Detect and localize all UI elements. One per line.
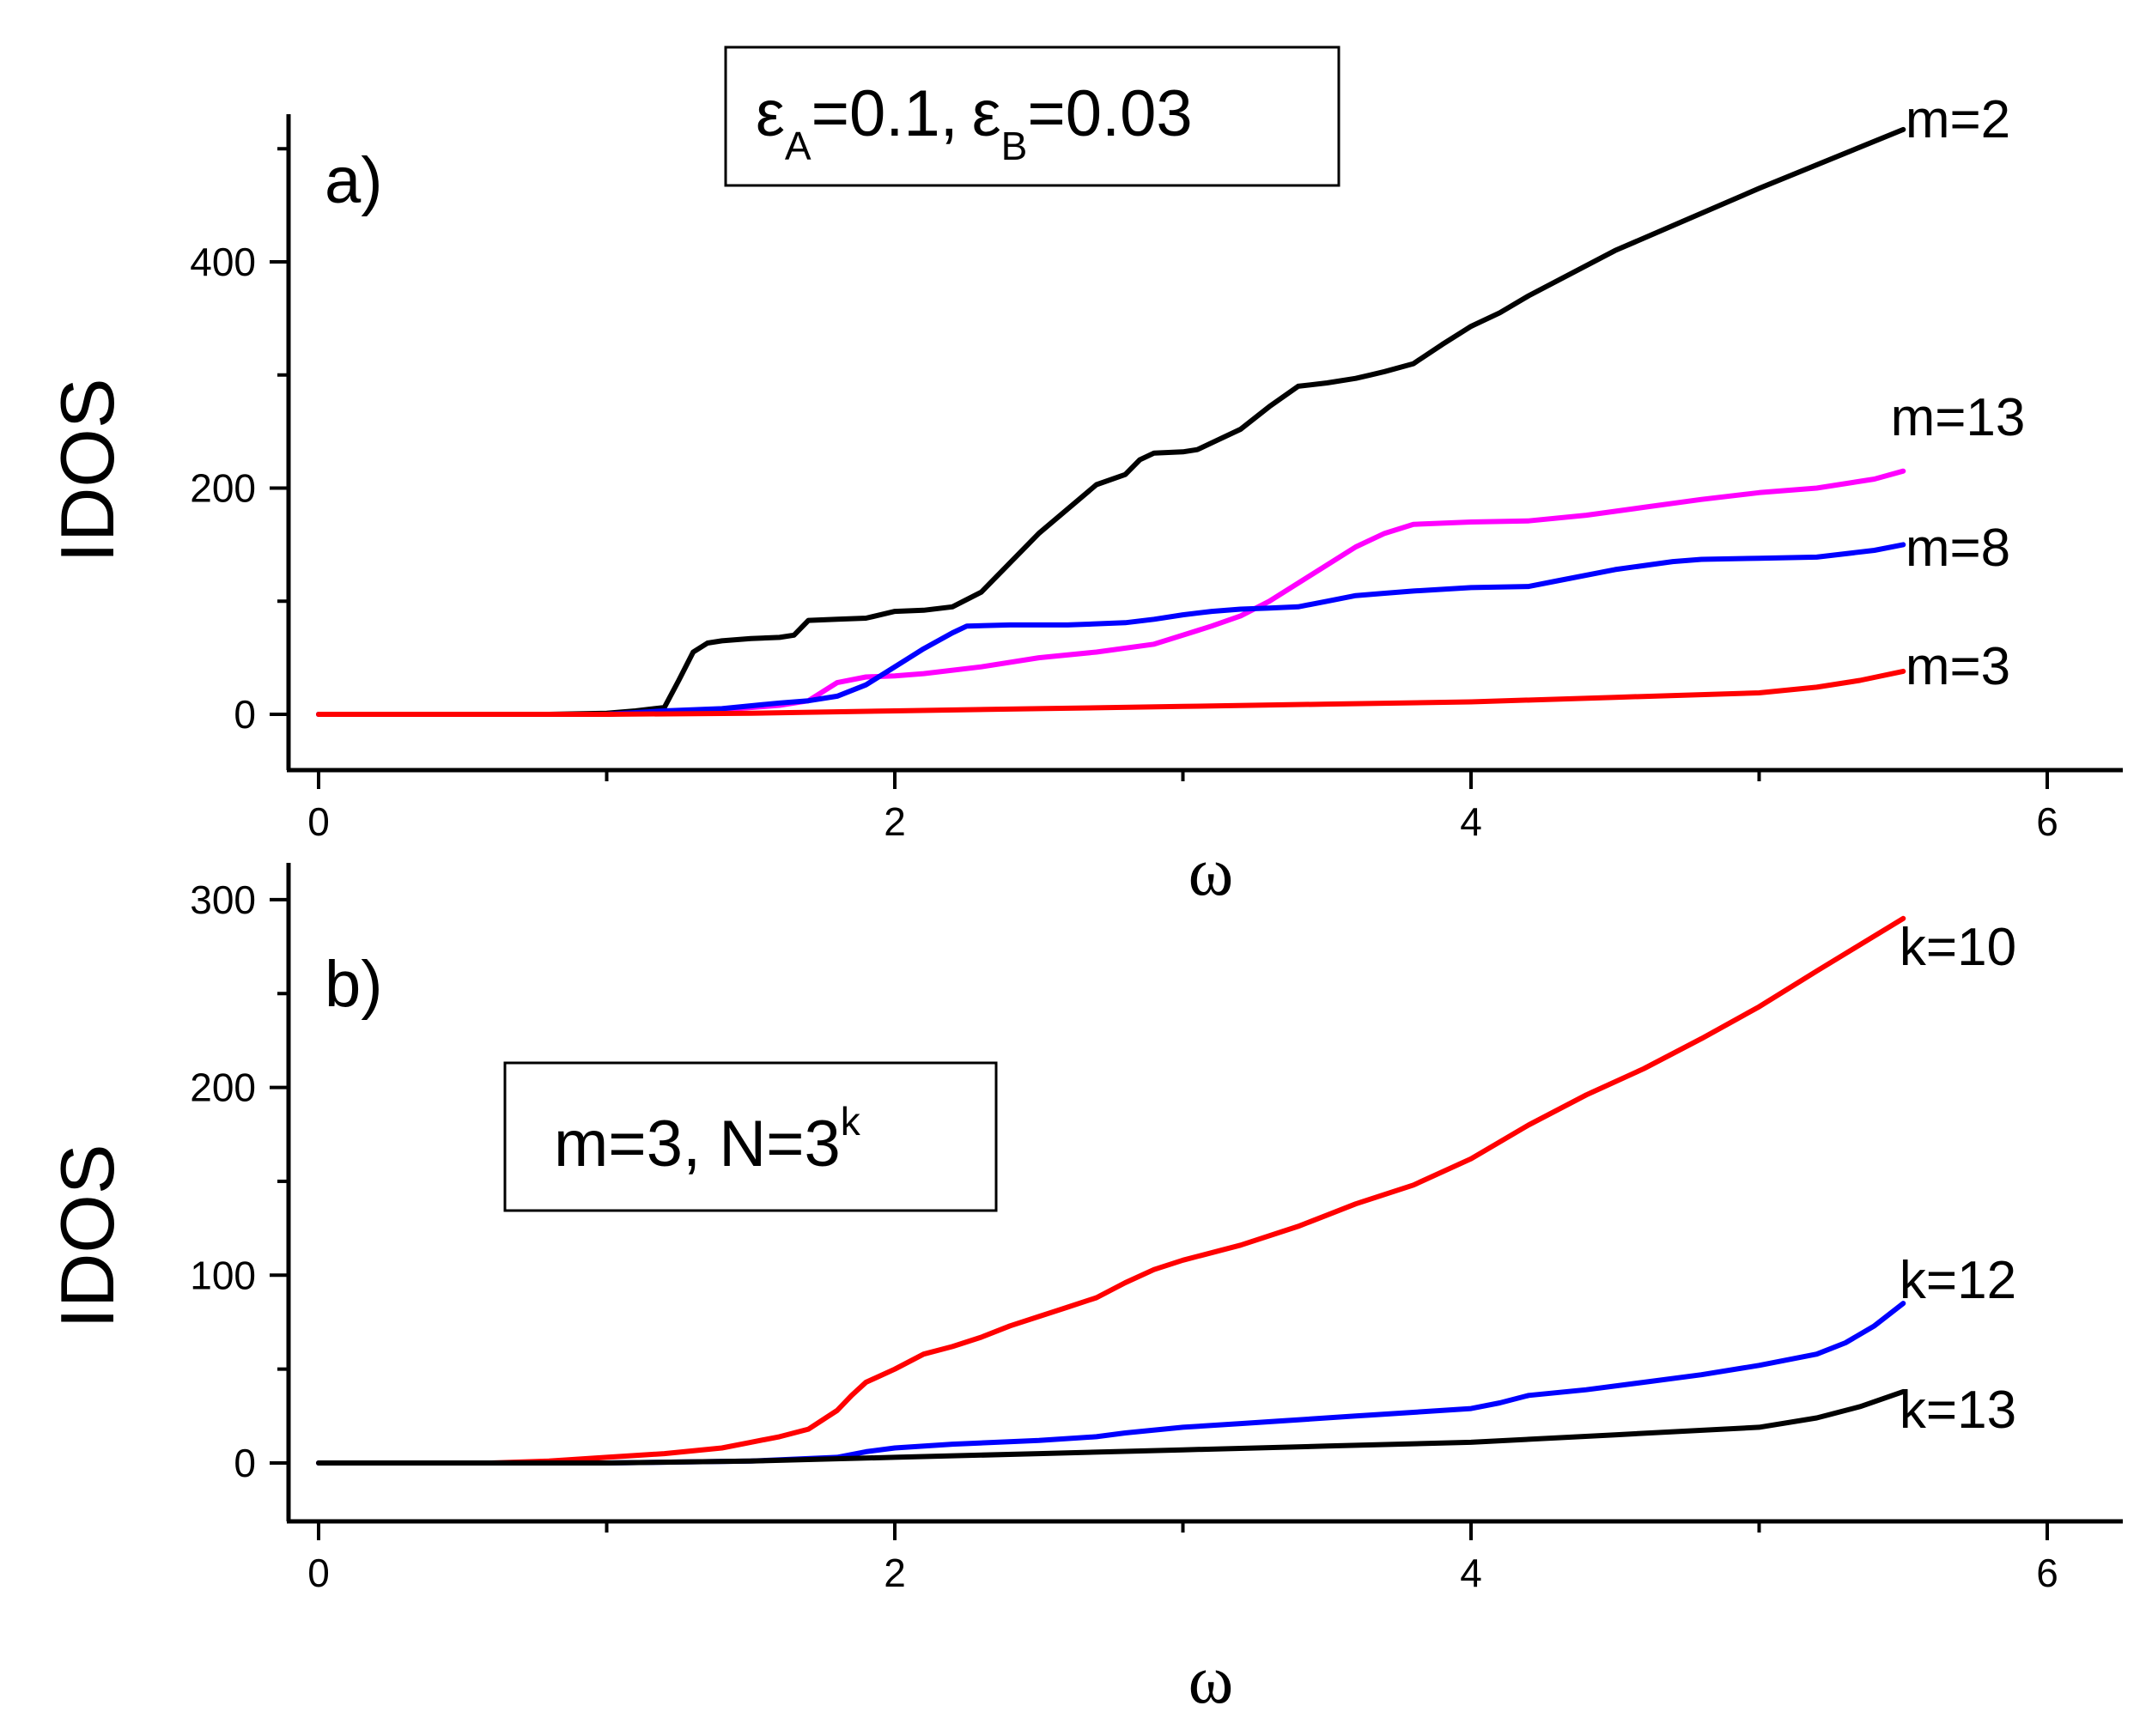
series-label-k10: k=10 [1900,918,2016,977]
series-label-m13: m=13 [1891,388,2026,447]
y-tick-label-0: 0 [234,1441,256,1485]
panel-a-ticks: 0 2 4 6 0 200 400 [190,147,2058,844]
series-label-k12: k=12 [1900,1251,2016,1310]
series-label-m2: m=2 [1906,90,2010,149]
panel-a-ylabel: IDOS [45,378,130,562]
series-line-m3 [316,668,1906,717]
y-tick-label-400: 400 [190,240,256,284]
series-line-m2 [316,126,1906,717]
series-line-k10 [316,915,1906,1466]
panel-a: 0 2 4 6 0 200 400 a) IDOS ω εA=0.1, εB=0.03 m=2… [45,46,2123,910]
panel-b-annotation: m=3, N=3k [554,1099,861,1181]
series-line-k12 [316,1301,1906,1466]
panel-a-annotation: εA=0.1, εB=0.03 [756,77,1193,168]
x-tick-label-6: 6 [2036,1551,2058,1595]
y-tick-label-100: 100 [190,1253,256,1297]
x-tick-label-0: 0 [307,1551,330,1595]
series-line-k13 [316,1388,1906,1466]
series-label-m8: m=8 [1906,519,2010,578]
y-tick-label-200: 200 [190,1065,256,1110]
y-tick-label-300: 300 [190,877,256,922]
x-tick-label-2: 2 [884,799,906,844]
panel-b-ylabel: IDOS [45,1144,130,1328]
panel-b-xlabel: ω [1188,1642,1234,1718]
panel-b-series [316,915,1906,1466]
panel-a-xlabel: ω [1188,835,1234,910]
y-tick-label-0: 0 [234,692,256,737]
panel-a-annotation-box [724,46,1340,187]
x-tick-label-4: 4 [1460,1551,1482,1595]
panel-b-annotation-box [503,1061,998,1212]
x-tick-label-0: 0 [307,799,330,844]
panel-b-label: b) [325,948,383,1021]
x-tick-label-2: 2 [884,1551,906,1595]
series-label-m3: m=3 [1906,637,2010,696]
y-tick-label-200: 200 [190,466,256,511]
series-label-k13: k=13 [1900,1381,2016,1440]
panel-a-series [316,126,1906,717]
panel-a-label: a) [325,144,383,217]
x-tick-label-4: 4 [1460,799,1482,844]
panel-b-ticks: 0 2 4 6 0 100 200 300 [190,877,2058,1595]
series-line-m8 [316,542,1906,717]
series-line-m13 [316,468,1906,717]
x-tick-label-6: 6 [2036,799,2058,844]
